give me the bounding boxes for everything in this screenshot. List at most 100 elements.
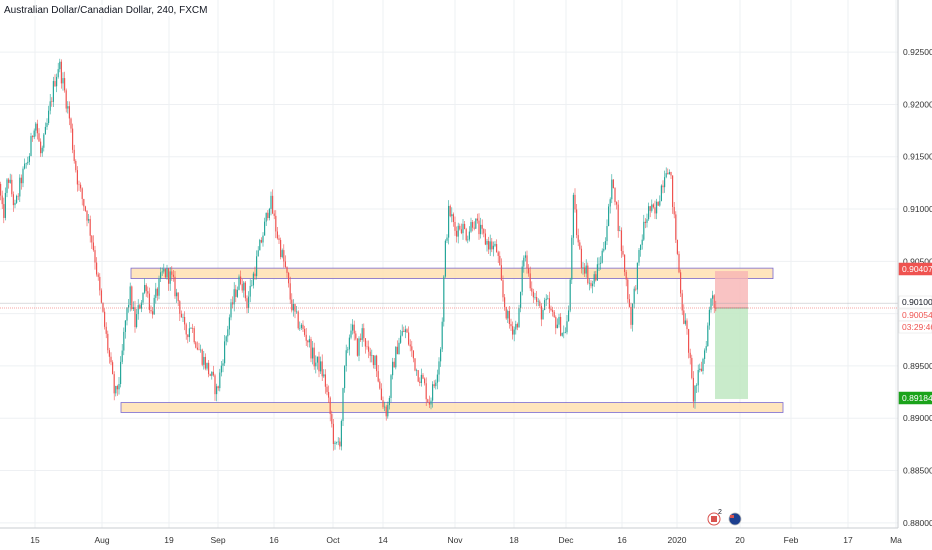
candle: [444, 239, 446, 278]
candle: [9, 173, 11, 184]
candle: [356, 338, 358, 357]
candle-body: [67, 106, 69, 109]
candle: [97, 272, 99, 281]
candle-body: [584, 267, 586, 274]
candle: [56, 73, 58, 93]
event-markers[interactable]: 2: [707, 509, 742, 526]
candle-body: [217, 386, 219, 389]
candle-body: [600, 262, 602, 264]
candle-body: [168, 268, 170, 284]
candle-body: [420, 374, 422, 383]
time-axis[interactable]: 15 Aug 19 Sep 16 Oct 14 Nov 18 Dec 16 2020 20 Feb 17 Ma: [0, 527, 902, 545]
candle-body: [38, 133, 40, 142]
candle-body: [699, 368, 701, 371]
candle-body: [142, 292, 144, 303]
candle-body: [94, 250, 96, 263]
candle: [265, 212, 267, 227]
candle-body: [284, 261, 286, 268]
candle-body: [484, 233, 486, 245]
price-axis[interactable]: 0.92500 0.92000 0.91500 0.91000 0.90500 0.900…: [897, 0, 932, 528]
x-tick-label: Dec: [558, 535, 574, 545]
candle-body: [432, 384, 434, 401]
candle: [358, 336, 360, 362]
candle: [222, 359, 224, 373]
position-layer[interactable]: [715, 271, 748, 399]
candle: [345, 344, 347, 372]
candle: [521, 260, 523, 296]
candle-body: [220, 365, 222, 373]
candle: [395, 346, 397, 370]
candle-body: [128, 305, 130, 308]
candle-body: [187, 334, 189, 338]
candle-body: [620, 230, 622, 251]
candle: [606, 219, 608, 245]
y-tick-label: 0.89500: [903, 361, 932, 371]
candle-body: [355, 333, 357, 339]
candle: [307, 339, 309, 348]
candle-body: [291, 299, 293, 311]
candle-body: [180, 313, 182, 318]
candle-body: [656, 201, 658, 214]
candle: [574, 188, 576, 213]
candle-body: [19, 177, 21, 197]
candle-body: [409, 344, 411, 347]
candle: [104, 308, 106, 330]
candle: [561, 332, 563, 337]
candle: [368, 340, 370, 359]
candle-body: [228, 317, 230, 330]
candle: [416, 368, 418, 376]
candle: [438, 357, 440, 382]
candle: [257, 246, 259, 257]
candle: [588, 278, 590, 291]
candle: [147, 286, 149, 298]
candle: [380, 383, 382, 401]
candle-body: [299, 328, 301, 329]
candle: [404, 325, 406, 339]
candle-body: [177, 292, 179, 302]
candle-body: [419, 381, 421, 383]
canada-flag-icon[interactable]: [707, 512, 721, 526]
candle: [465, 227, 467, 242]
australia-flag-icon[interactable]: [728, 512, 742, 526]
candle: [531, 281, 533, 296]
candle-body: [344, 365, 346, 389]
candle-body: [203, 356, 205, 365]
candle: [665, 167, 667, 179]
candle: [403, 326, 405, 333]
candle-body: [86, 210, 88, 221]
candle-body: [233, 289, 235, 305]
price-label-bg: [898, 295, 932, 309]
candle: [232, 296, 234, 309]
candle-body: [548, 298, 550, 309]
candles-layer: [0, 58, 717, 451]
candle-body: [444, 240, 446, 277]
candle: [220, 360, 222, 377]
candle: [702, 357, 704, 375]
candle: [22, 166, 24, 188]
candle: [139, 304, 141, 310]
candle: [433, 380, 435, 389]
candle: [552, 306, 554, 317]
candle: [203, 350, 205, 370]
candle: [436, 369, 438, 390]
candle-body: [214, 375, 216, 395]
candle-body: [209, 374, 211, 376]
candle: [635, 284, 637, 292]
candle-body: [99, 276, 101, 291]
candle: [656, 198, 658, 220]
candle: [136, 308, 138, 329]
x-tick-label: 16: [617, 535, 627, 545]
candle: [379, 378, 381, 390]
candle-body: [435, 382, 437, 387]
candle-body: [504, 297, 506, 308]
candle-body: [211, 371, 213, 376]
australia-flag-circle: [728, 512, 742, 526]
candle-body: [513, 329, 515, 335]
candle-body: [152, 311, 154, 315]
candle-body: [380, 388, 382, 401]
candle: [592, 280, 594, 294]
candle-body: [302, 324, 304, 329]
candle: [457, 222, 459, 244]
candle: [52, 76, 54, 107]
